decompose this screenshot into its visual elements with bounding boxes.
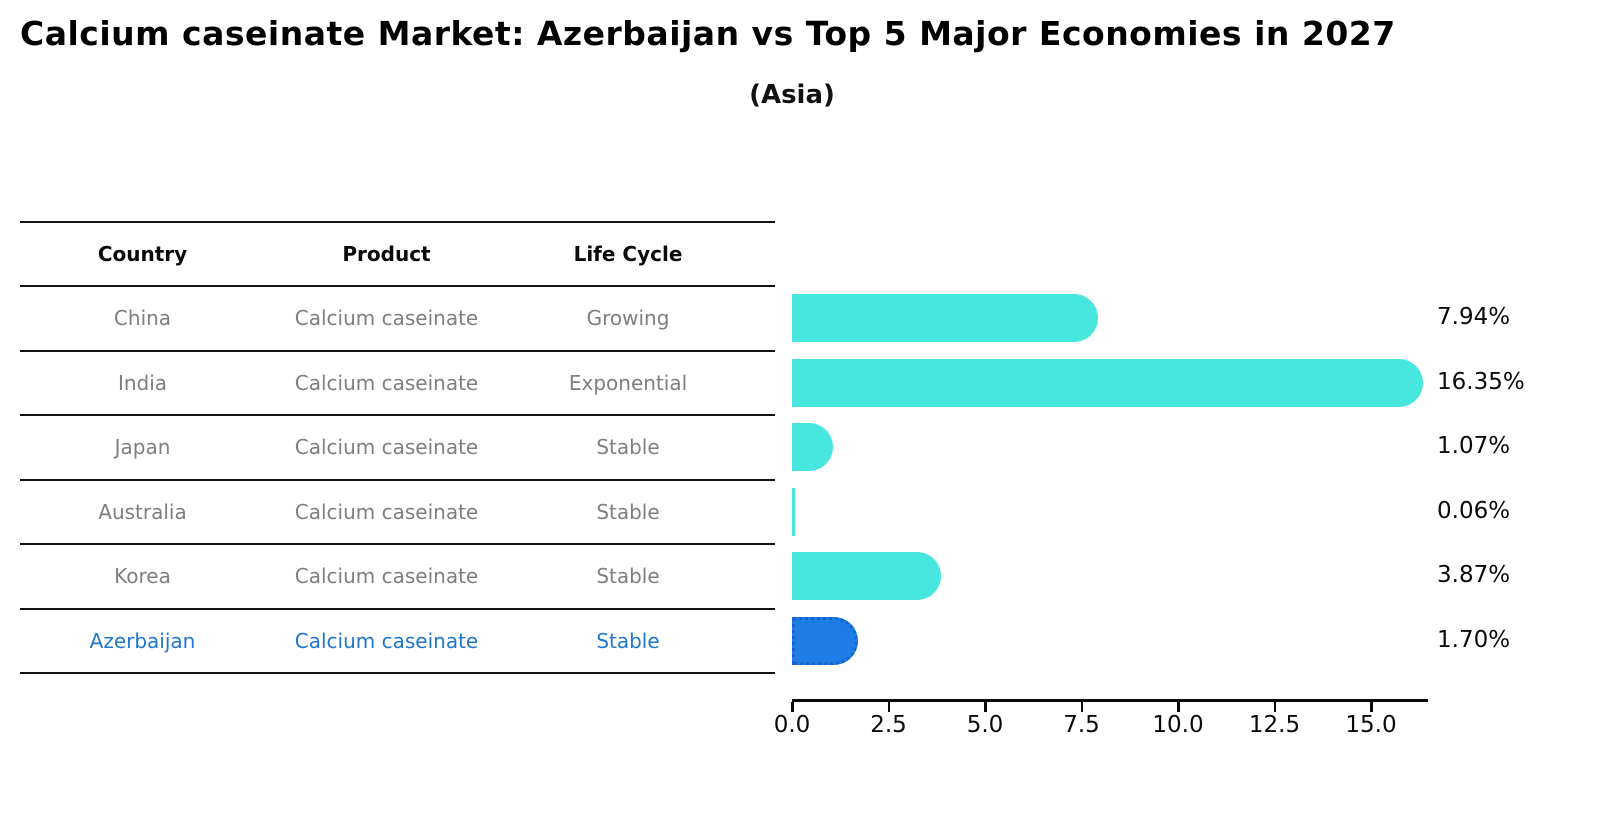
x-axis-tick-label-4: 10.0 [1152, 712, 1204, 738]
x-axis-tick-0 [791, 702, 794, 712]
table-row-korea: Korea Calcium caseinate Stable [20, 544, 775, 609]
x-axis-tick-label-2: 5.0 [966, 712, 1004, 738]
table-rule-3 [20, 414, 775, 416]
cell-life-cycle-china: Growing [586, 306, 670, 331]
cell-product-korea: Calcium caseinate [294, 564, 479, 589]
cell-product-azerbaijan: Calcium caseinate [294, 628, 479, 653]
bar-india [792, 358, 1424, 407]
value-label-azerbaijan: 1.70% [1437, 626, 1511, 653]
table-header-row: Country Product Life Cycle [20, 222, 775, 286]
x-axis-tick-label-3: 7.5 [1063, 712, 1100, 738]
cell-life-cycle-japan: Stable [596, 435, 660, 460]
bar-australia [792, 487, 795, 536]
cell-country-japan: Japan [114, 435, 171, 460]
page-subtitle: (Asia) [749, 80, 835, 110]
cell-product-china: Calcium caseinate [294, 306, 479, 331]
cell-country-china: China [113, 306, 172, 331]
table-header-life-cycle: Life Cycle [573, 242, 683, 266]
x-axis-tick-3 [1080, 702, 1083, 712]
x-axis-tick-label-0: 0.0 [773, 712, 811, 738]
bar-china [792, 294, 1099, 343]
table-rule-4 [20, 478, 775, 481]
x-axis-tick-6 [1370, 702, 1373, 712]
table-header-product: Product [342, 242, 431, 266]
cell-product-india: Calcium caseinate [294, 370, 479, 395]
table-header-country: Country [97, 242, 188, 266]
table-row-australia: Australia Calcium caseinate Stable [20, 480, 775, 545]
table-row-azerbaijan: Azerbaijan Calcium caseinate Stable [20, 609, 775, 674]
table-rule-5 [20, 543, 775, 545]
cell-country-australia: Australia [98, 499, 187, 524]
bar-japan [792, 423, 834, 472]
x-axis-tick-label-6: 15.0 [1345, 712, 1397, 738]
table-row-japan: Japan Calcium caseinate Stable [20, 415, 775, 480]
table-rule-1 [20, 285, 775, 287]
table-rule-7 [20, 672, 775, 674]
table-rule-0 [20, 221, 775, 223]
cell-country-korea: Korea [114, 564, 171, 589]
table-rule-6 [20, 607, 775, 610]
cell-life-cycle-korea: Stable [596, 564, 660, 589]
page-title: Calcium caseinate Market: Azerbaijan vs … [20, 14, 1396, 53]
cell-life-cycle-azerbaijan: Stable [596, 628, 660, 653]
value-label-india: 16.35% [1437, 368, 1525, 395]
value-label-japan: 1.07% [1437, 433, 1511, 460]
x-axis-tick-label-1: 2.5 [870, 712, 907, 738]
bar-azerbaijan [792, 616, 858, 665]
cell-country-azerbaijan: Azerbaijan [89, 628, 196, 653]
table-row-india: India Calcium caseinate Exponential [20, 351, 775, 416]
bar-korea [792, 552, 942, 601]
table-row-china: China Calcium caseinate Growing [20, 286, 775, 351]
value-label-korea: 3.87% [1437, 562, 1511, 589]
x-axis-tick-1 [887, 702, 890, 712]
value-label-australia: 0.06% [1437, 497, 1511, 524]
cell-product-japan: Calcium caseinate [294, 435, 479, 460]
cell-product-australia: Calcium caseinate [294, 499, 479, 524]
x-axis-tick-5 [1273, 702, 1276, 712]
cell-life-cycle-australia: Stable [596, 499, 660, 524]
x-axis-line [792, 699, 1428, 702]
table-rule-2 [20, 349, 775, 352]
cell-life-cycle-india: Exponential [568, 370, 688, 395]
x-axis-tick-2 [984, 702, 987, 712]
x-axis-tick-4 [1177, 702, 1180, 712]
cell-country-india: India [117, 370, 168, 395]
x-axis-tick-label-5: 12.5 [1248, 712, 1301, 738]
value-label-china: 7.94% [1437, 304, 1511, 331]
